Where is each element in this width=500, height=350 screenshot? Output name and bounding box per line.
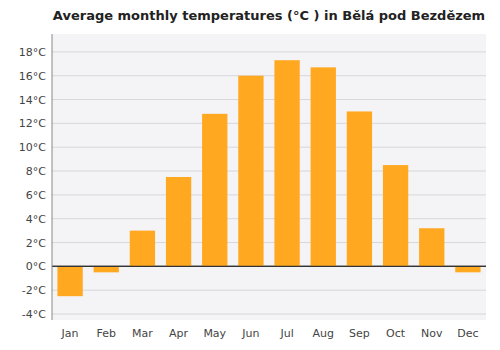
title: Average monthly temperatures (°C ) in Bě… (53, 8, 485, 23)
grid-line (52, 51, 486, 52)
y-tick-label: 10°C (19, 141, 46, 154)
x-tick-label: Jul (279, 327, 293, 340)
bar (238, 76, 263, 267)
chart-svg: Average monthly temperatures (°C ) in Bě… (0, 0, 500, 350)
zero-line (52, 266, 486, 267)
bar (94, 266, 119, 272)
x-tick-label: Nov (421, 327, 443, 340)
plot-background (52, 34, 486, 320)
grid-line (52, 171, 486, 172)
bar (347, 111, 372, 266)
x-tick-label: Jan (61, 327, 79, 340)
grid-line (52, 99, 486, 100)
x-tick-label: Feb (97, 327, 116, 340)
bar (455, 266, 480, 272)
x-tick-label: Apr (169, 327, 189, 340)
bar (274, 60, 299, 266)
x-tick-label: May (203, 327, 226, 340)
x-tick-label: Sep (349, 327, 370, 340)
y-tick-label: 14°C (19, 94, 46, 107)
grid-line (52, 218, 486, 219)
x-tick-label: Oct (386, 327, 406, 340)
bar (130, 231, 155, 267)
bar (311, 67, 336, 266)
grid-line (52, 290, 486, 291)
bar (419, 228, 444, 266)
x-tick-label: Mar (132, 327, 153, 340)
grid (52, 52, 486, 314)
zero-line (52, 266, 486, 267)
y-tick-label: 12°C (19, 117, 46, 130)
y-tick-label: 6°C (26, 189, 46, 202)
bar (57, 266, 82, 296)
y-tick-label: -2°C (22, 284, 46, 297)
y-tick-label: 16°C (19, 70, 46, 83)
y-tick-label: 0°C (26, 260, 46, 273)
y-tick-label: 2°C (26, 237, 46, 250)
y-tick-label: 18°C (19, 46, 46, 59)
grid-line (52, 75, 486, 76)
chart-container: Average monthly temperatures (°C ) in Bě… (0, 0, 500, 350)
x-tick-label: Dec (457, 327, 478, 340)
y-tick-label: -4°C (22, 308, 46, 321)
bars (57, 60, 480, 296)
y-tick-label: 8°C (26, 165, 46, 178)
grid-line (52, 314, 486, 315)
grid-line (52, 147, 486, 148)
bar (383, 165, 408, 266)
bar (166, 177, 191, 266)
x-tick-label: Aug (313, 327, 334, 340)
grid-line (52, 194, 486, 195)
x-tick-label: Jun (241, 327, 259, 340)
y-axis-line (52, 34, 53, 320)
y-tick-label: 4°C (26, 213, 46, 226)
grid-line (52, 123, 486, 124)
bar (202, 114, 227, 267)
